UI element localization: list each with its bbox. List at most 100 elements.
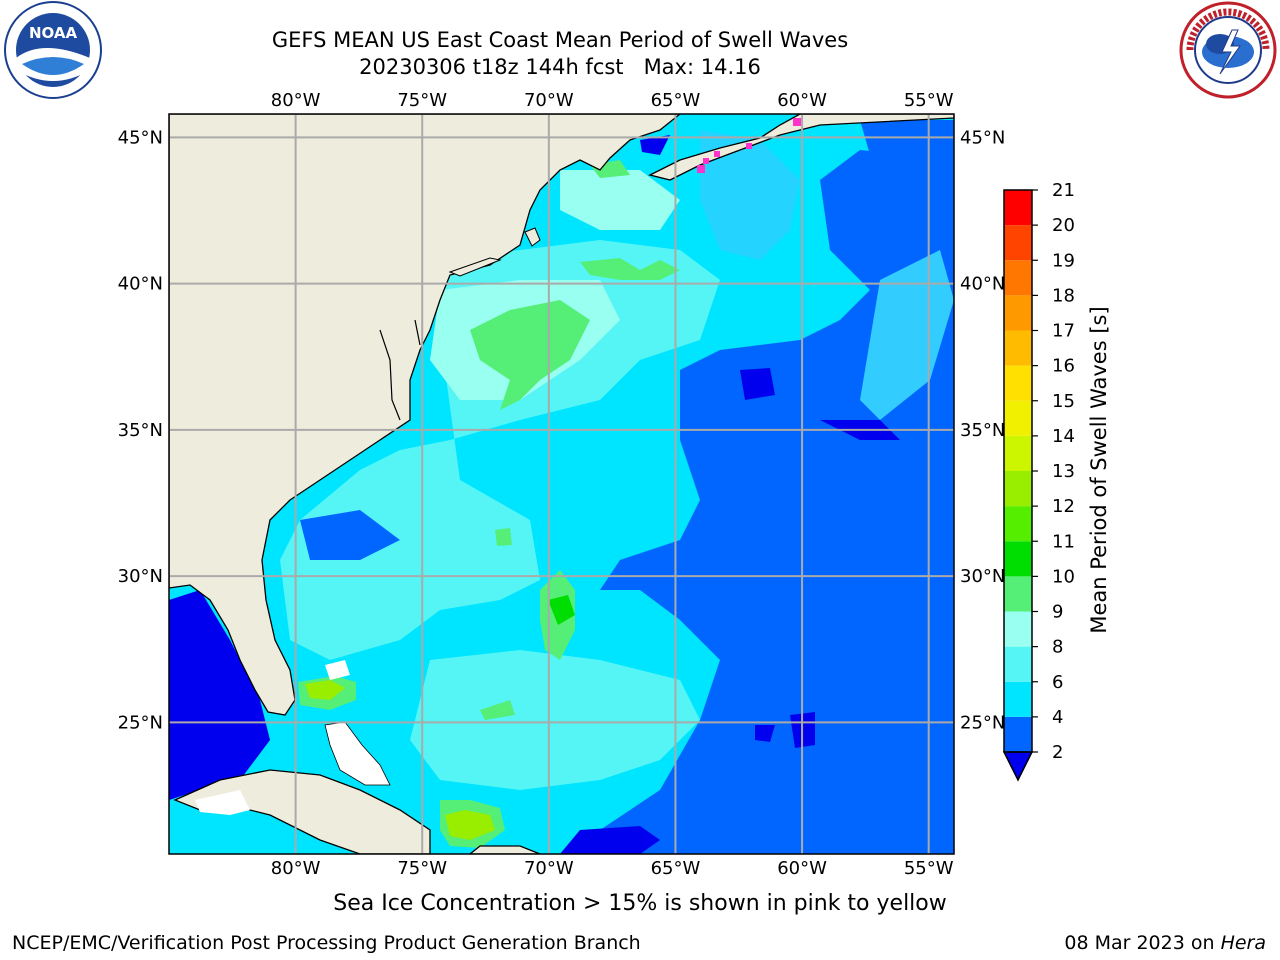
swell-region-9-10s-f <box>495 528 512 546</box>
swell-region-2-4s-gulf <box>169 590 270 800</box>
colorbar-tick-label: 11 <box>1052 531 1075 552</box>
swell-region-4-6s-offshore-se <box>300 510 400 560</box>
colorbar-swatch <box>1004 435 1032 471</box>
sea-ice-marker <box>746 143 752 149</box>
map-title: GEFS MEAN US East Coast Mean Period of S… <box>271 28 849 52</box>
colorbar-tick-label: 10 <box>1052 566 1075 587</box>
lon-tick-label: 80°W <box>271 858 321 879</box>
colorbar-swatch <box>1004 295 1032 331</box>
swell-region-9-10s-e <box>480 700 515 720</box>
colorbar-label: Mean Period of Swell Waves [s] <box>1087 306 1111 633</box>
chesapeake-bay <box>379 329 401 421</box>
lon-tick-label: 60°W <box>777 858 827 879</box>
colorbar-extend-arrow <box>1002 751 1034 782</box>
lon-tick-label: 70°W <box>524 90 574 111</box>
lat-tick-labels-left: 45°N 40°N 35°N 30°N 25°N <box>118 127 163 733</box>
sea-ice-marker <box>703 158 709 164</box>
colorbar-tick-label: 9 <box>1052 602 1063 623</box>
map-frame <box>168 113 955 855</box>
lon-tick-labels-bottom: 80°W 75°W 70°W 65°W 60°W 55°W <box>271 858 954 879</box>
lon-tick-label: 55°W <box>904 858 954 879</box>
swell-region-2-4s-fundy <box>640 135 670 155</box>
colorbar-tick-label: 21 <box>1052 180 1075 201</box>
sea-ice-marker <box>697 165 705 173</box>
cuba-shelf <box>195 790 250 815</box>
colorbar-tick-label: 19 <box>1052 250 1075 271</box>
swell-region-8-9s-north <box>560 170 680 230</box>
nws-logo <box>1179 1 1277 99</box>
swell-region-4-6s-east2 <box>700 130 800 260</box>
swell-region-6-8-band <box>860 250 954 420</box>
colorbar-tick-label: 4 <box>1052 707 1063 728</box>
colorbar-swatch <box>1004 471 1032 507</box>
colorbar: 2 4 6 8 9 10 11 12 13 14 15 16 17 18 19 20 21 <box>1002 180 1075 782</box>
colorbar-swatch <box>1004 611 1032 647</box>
sea-ice-note: Sea Ice Concentration > 15% is shown in … <box>333 891 947 916</box>
lon-tick-label: 75°W <box>397 858 447 879</box>
lon-tick-label: 70°W <box>524 858 574 879</box>
delaware-bay <box>414 319 421 346</box>
colorbar-swatch <box>1004 190 1032 226</box>
colorbar-swatch <box>1004 225 1032 261</box>
land-hispaniola <box>468 845 541 854</box>
lon-tick-label: 80°W <box>271 90 321 111</box>
lat-tick-label: 40°N <box>118 274 163 295</box>
land-long-island <box>448 257 502 277</box>
machine-name: Hera <box>1220 932 1266 954</box>
swell-region-9-10s-b <box>580 258 680 280</box>
colorbar-tick-label: 15 <box>1052 391 1075 412</box>
lon-tick-label: 55°W <box>904 90 954 111</box>
map-subtitle: 20230306 t18z 144h fcst Max: 14.16 <box>359 55 761 79</box>
date-text: 08 Mar 2023 on <box>1064 932 1221 954</box>
colorbar-swatch <box>1004 681 1032 717</box>
colorbar-tick-label: 14 <box>1052 426 1075 447</box>
date-line: 08 Mar 2023 on Hera <box>1064 932 1266 954</box>
lat-tick-label: 35°N <box>960 420 1005 441</box>
colorbar-swatch <box>1004 365 1032 401</box>
colorbar-tick-label: 12 <box>1052 496 1075 517</box>
lat-tick-label: 40°N <box>960 274 1005 295</box>
colorbar-swatch <box>1004 541 1032 577</box>
lat-tick-label: 35°N <box>118 420 163 441</box>
colorbar-tick-label: 20 <box>1052 215 1075 236</box>
lat-tick-label: 30°N <box>960 566 1005 587</box>
swell-region-2-4s-caribbean <box>560 826 660 854</box>
swell-region-11-12s-bahamas <box>305 680 345 700</box>
map-grid <box>169 114 954 854</box>
colorbar-tick-label: 6 <box>1052 672 1063 693</box>
lat-tick-label: 25°N <box>960 712 1005 733</box>
lat-tick-label: 45°N <box>960 127 1005 148</box>
colorbar-swatch <box>1004 400 1032 436</box>
colorbar-tick-label: 17 <box>1052 321 1075 342</box>
colorbar-tick-label: 13 <box>1052 461 1075 482</box>
swell-region-4-6s-east <box>560 150 954 854</box>
swell-region-10-11s-d <box>548 595 575 625</box>
swell-region-6-8s-shelf <box>280 240 720 660</box>
colorbar-swatch <box>1004 646 1032 682</box>
lon-tick-label: 75°W <box>397 90 447 111</box>
colorbar-swatch <box>1004 330 1032 366</box>
lon-tick-labels-top: 80°W 75°W 70°W 65°W 60°W 55°W <box>271 90 954 111</box>
colorbar-tick-label: 18 <box>1052 285 1075 306</box>
lat-tick-label: 30°N <box>118 566 163 587</box>
lon-tick-label: 65°W <box>651 858 701 879</box>
lat-tick-label: 25°N <box>118 712 163 733</box>
colorbar-swatch <box>1004 506 1032 542</box>
map-plot-area <box>169 114 954 854</box>
lon-tick-label: 65°W <box>651 90 701 111</box>
bahamas-bank-2 <box>325 660 350 680</box>
swell-region-2-4s-atlantic2 <box>740 368 775 400</box>
swell-region-6-8s-south <box>410 650 700 790</box>
colorbar-tick-label: 16 <box>1052 356 1075 377</box>
swell-region-11-12s-hispaniola <box>445 810 495 840</box>
noaa-logo: NOAA <box>4 1 102 99</box>
land-cape-cod <box>524 227 541 247</box>
sea-ice-marker <box>714 151 720 157</box>
colorbar-swatch <box>1004 260 1032 296</box>
colorbar-swatch <box>1004 716 1032 752</box>
colorbar-swatch <box>1004 576 1032 612</box>
swell-region-2-4s-atlantic4 <box>755 725 775 742</box>
swell-region-4-6s-northeast <box>860 120 954 260</box>
colorbar-tick-label: 8 <box>1052 637 1063 658</box>
